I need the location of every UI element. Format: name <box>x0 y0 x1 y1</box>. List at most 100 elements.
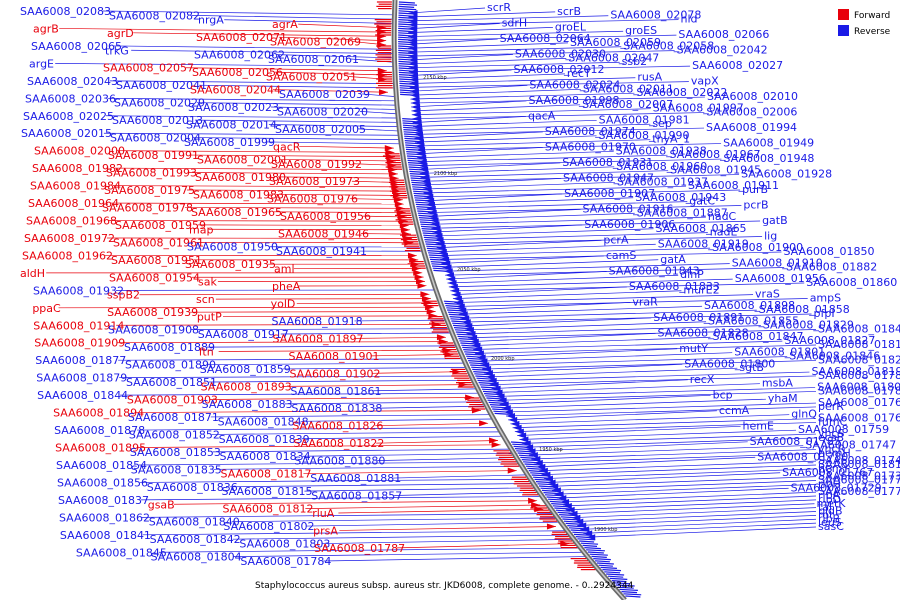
connector-line <box>223 315 438 317</box>
gene-label-left: SAA6008_02044 <box>190 84 281 97</box>
reverse-track-mark <box>602 569 622 572</box>
reverse-track-mark <box>429 256 446 259</box>
reverse-track-mark <box>418 217 436 220</box>
reverse-track-mark <box>398 8 417 11</box>
gene-label-right: ssb2 <box>622 55 647 68</box>
reverse-track-mark <box>459 340 475 343</box>
connector-line <box>546 472 781 483</box>
connector-line <box>266 141 400 145</box>
gene-feature-forward <box>491 441 501 448</box>
reverse-track-mark <box>425 241 441 244</box>
reverse-track-mark <box>398 14 413 17</box>
reverse-track-mark <box>398 3 418 6</box>
gene-label-left: SAA6008_02056 <box>192 66 283 79</box>
connector-line <box>299 145 394 149</box>
reverse-track-mark <box>399 91 417 94</box>
reverse-track-mark <box>575 536 592 539</box>
gene-label-right: SAA6008_01882 <box>786 261 877 274</box>
reverse-track-mark <box>422 230 437 233</box>
reverse-track-mark <box>398 27 416 30</box>
connector-line <box>141 513 553 518</box>
connector-line <box>372 371 462 374</box>
reverse-track-mark <box>516 450 532 453</box>
gene-label-right: SAA6008_01997 <box>653 102 744 115</box>
gene-label-right: SAA6008_01865 <box>656 222 747 235</box>
reverse-track-mark <box>421 228 440 231</box>
gene-label-left: SAA6008_01914 <box>33 319 124 332</box>
connector-line <box>119 375 470 379</box>
gene-label-left: ftn <box>199 345 214 358</box>
gene-label-right: metK <box>816 497 846 510</box>
connector-line <box>192 137 399 140</box>
connector-line <box>213 465 520 470</box>
connector-line <box>190 328 449 331</box>
reverse-track-mark <box>424 239 444 242</box>
reverse-track-mark <box>625 595 641 598</box>
connector-line <box>458 305 703 315</box>
gene-feature-reverse <box>562 502 572 509</box>
connector-line <box>131 49 393 54</box>
connector-line <box>446 271 607 280</box>
reverse-track-mark <box>408 164 428 167</box>
reverse-track-mark <box>399 76 415 79</box>
reverse-track-mark <box>534 478 553 481</box>
legend-reverse-label: Reverse <box>854 27 891 37</box>
reverse-track-mark <box>398 71 416 74</box>
gene-feature-reverse <box>551 487 561 494</box>
gene-label-left: aldH <box>20 267 45 280</box>
connector-line <box>408 69 512 77</box>
gene-label-right: ribB <box>818 512 840 525</box>
connector-line <box>543 468 817 479</box>
gene-feature-forward <box>377 41 387 48</box>
legend: Forward Reverse <box>838 9 891 37</box>
gene-label-right: yhcS <box>818 427 845 440</box>
connector-line <box>425 197 634 206</box>
gene-label-right: pcrA <box>603 233 629 246</box>
gene-label-left: SAA6008_01840 <box>149 516 240 529</box>
gene-label-left: SAA6008_02013 <box>112 114 203 127</box>
connector-line <box>501 398 766 409</box>
gene-label-right: SAA6008_02022 <box>636 86 727 99</box>
reverse-track-mark <box>414 197 432 200</box>
reverse-track-mark <box>552 505 568 508</box>
gene-label-right: SAA6008_02066 <box>678 28 769 41</box>
connector-line <box>482 360 817 370</box>
gene-label-left: SAA6008_01999 <box>184 136 275 149</box>
connector-line <box>279 159 396 162</box>
reverse-track-mark <box>514 448 533 451</box>
connector-line <box>323 556 586 562</box>
gene-feature-reverse <box>415 143 425 150</box>
reverse-track-mark <box>399 78 418 81</box>
gene-label-left: SAA6008_02036 <box>25 92 116 105</box>
connector-line <box>296 302 433 304</box>
gene-label-left: agrD <box>107 27 134 40</box>
reverse-track-mark <box>406 153 425 156</box>
gene-feature-forward <box>414 274 424 281</box>
gene-label-right: SAA6008_01900 <box>712 241 803 254</box>
connector-line <box>300 418 492 422</box>
gene-label-right: SAA6008_02078 <box>610 9 701 22</box>
gene-label-right: SAA6008_02024 <box>529 78 620 91</box>
gene-label-right: bcp <box>713 388 733 401</box>
gene-label-right: msbA <box>762 377 793 390</box>
connector-line <box>410 92 635 100</box>
gene-label-left: SAA6008_02039 <box>279 88 370 101</box>
gene-feature-forward <box>479 420 489 427</box>
gene-label-right: gatA <box>660 253 686 266</box>
reverse-track-mark <box>510 441 527 444</box>
connector-line <box>185 67 387 72</box>
reverse-track-mark <box>520 456 537 459</box>
reverse-track-mark <box>584 547 601 550</box>
gene-label-right: ribD <box>818 493 841 506</box>
gene-feature-forward <box>416 278 426 285</box>
reverse-track-mark <box>479 384 499 387</box>
reverse-track-mark <box>403 126 420 129</box>
connector-line <box>408 11 556 18</box>
reverse-track-mark <box>524 463 543 466</box>
gene-label-right: SAA6008_01949 <box>723 137 814 150</box>
reverse-track-mark <box>538 485 554 488</box>
gene-label-right: SAA6008_01891 <box>653 311 744 324</box>
gene-feature-forward <box>394 201 404 208</box>
connector-line <box>408 50 675 57</box>
connector-line <box>137 444 501 448</box>
